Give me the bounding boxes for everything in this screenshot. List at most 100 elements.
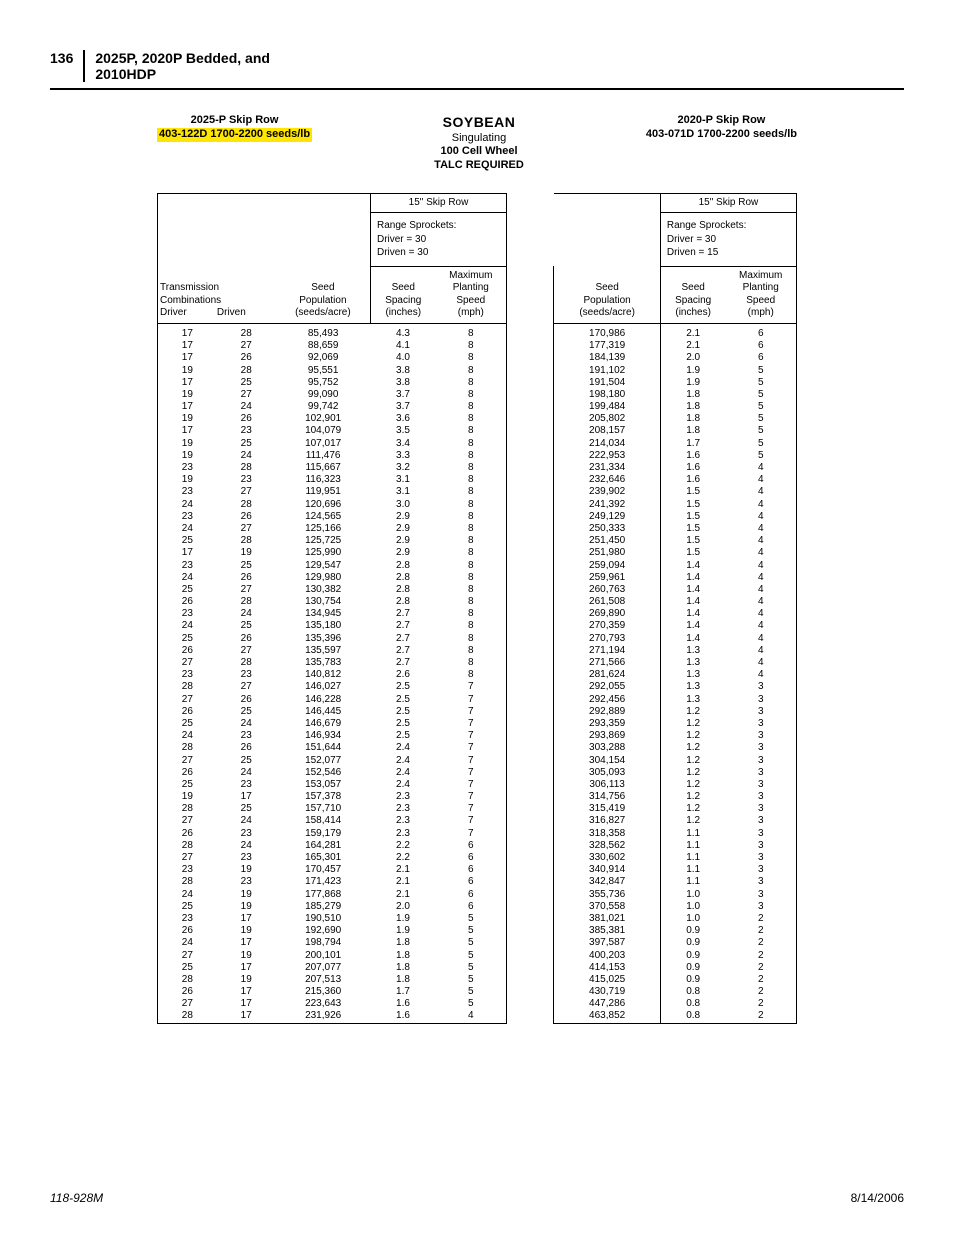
cell-pop-right: 328,562 [554,840,661,852]
cell-driver: 19 [158,791,217,803]
cell-speed-right: 2 [725,950,796,962]
cell-driven: 27 [217,645,276,657]
cell-driven: 26 [217,633,276,645]
cell-spacing-right: 1.1 [660,852,725,864]
cell-driver: 28 [158,1010,217,1023]
cell-driver: 23 [158,511,217,523]
cell-driver: 17 [158,401,217,413]
cell-spacing-right: 1.9 [660,377,725,389]
cell-driven: 25 [217,803,276,815]
cell-speed-left: 8 [436,462,507,474]
cell-speed-right: 6 [725,352,796,364]
cell-spacing-left: 4.0 [370,352,435,364]
cell-driver: 27 [158,815,217,827]
skip-row-left: 15" Skip Row [370,193,506,213]
cell-pop-right: 414,153 [554,962,661,974]
cell-pop-right: 191,102 [554,365,661,377]
cell-spacing-left: 3.0 [370,499,435,511]
cell-pop-left: 215,360 [276,986,371,998]
table-row: 2519185,2792.06370,5581.03 [158,901,797,913]
cell-spacing-right: 1.5 [660,511,725,523]
cell-speed-left: 6 [436,876,507,888]
cell-speed-left: 8 [436,340,507,352]
cell-spacing-left: 1.9 [370,913,435,925]
cell-driven: 28 [217,499,276,511]
cell-pop-left: 146,445 [276,706,371,718]
cell-driven: 19 [217,864,276,876]
cell-speed-left: 8 [436,633,507,645]
cell-spacing-left: 2.8 [370,596,435,608]
cell-speed-left: 8 [436,352,507,364]
cell-pop-right: 222,953 [554,450,661,462]
cell-spacing-right: 1.2 [660,742,725,754]
cell-driven: 27 [217,389,276,401]
page-header: 136 2025P, 2020P Bedded, and 2010HDP [50,50,904,82]
cell-driver: 17 [158,352,217,364]
cell-spacing-right: 1.4 [660,596,725,608]
cell-speed-left: 8 [436,389,507,401]
cell-driver: 17 [158,425,217,437]
cell-driven: 26 [217,572,276,584]
cell-speed-left: 7 [436,803,507,815]
cell-pop-left: 135,180 [276,620,371,632]
cell-speed-left: 5 [436,998,507,1010]
cell-spacing-right: 1.2 [660,755,725,767]
cell-pop-right: 241,392 [554,499,661,511]
cell-driver: 23 [158,913,217,925]
table-row: 1926102,9013.68205,8021.85 [158,413,797,425]
cell-driven: 23 [217,669,276,681]
cell-speed-left: 8 [436,328,507,340]
cell-spacing-right: 1.2 [660,791,725,803]
cell-spacing-left: 2.4 [370,755,435,767]
cell-speed-left: 8 [436,535,507,547]
cell-speed-right: 3 [725,889,796,901]
cell-pop-left: 125,990 [276,547,371,559]
col-seed-spacing-left: Seed Spacing (inches) [370,266,435,323]
table-row: 2824164,2812.26328,5621.13 [158,840,797,852]
cell-driver: 27 [158,950,217,962]
cell-speed-right: 5 [725,365,796,377]
cell-pop-left: 151,644 [276,742,371,754]
cell-speed-left: 5 [436,950,507,962]
cell-speed-left: 8 [436,572,507,584]
cell-driver: 19 [158,389,217,401]
cell-pop-right: 342,847 [554,876,661,888]
cell-pop-left: 129,547 [276,560,371,572]
page-title: 2025P, 2020P Bedded, and 2010HDP [83,50,270,82]
col-seed-pop-right: Seed Population (seeds/acre) [554,266,661,323]
cell-speed-left: 7 [436,779,507,791]
cell-pop-left: 185,279 [276,901,371,913]
cell-pop-left: 135,783 [276,657,371,669]
cell-speed-right: 4 [725,462,796,474]
cell-speed-right: 2 [725,962,796,974]
cell-driven: 27 [217,584,276,596]
cell-speed-left: 5 [436,974,507,986]
table-row: 2628130,7542.88261,5081.44 [158,596,797,608]
cell-spacing-left: 2.2 [370,840,435,852]
cell-pop-left: 207,513 [276,974,371,986]
table-row: 2526135,3962.78270,7931.44 [158,633,797,645]
cell-pop-left: 146,228 [276,694,371,706]
cell-pop-right: 305,093 [554,767,661,779]
cell-spacing-right: 2.1 [660,340,725,352]
cell-speed-left: 7 [436,828,507,840]
cell-speed-left: 8 [436,474,507,486]
cell-speed-left: 8 [436,425,507,437]
cell-pop-right: 205,802 [554,413,661,425]
cell-speed-left: 7 [436,767,507,779]
cell-speed-right: 3 [725,694,796,706]
cell-pop-left: 85,493 [276,328,371,340]
cell-speed-left: 6 [436,864,507,876]
cell-driver: 19 [158,413,217,425]
table-row: 2625146,4452.57292,8891.23 [158,706,797,718]
cell-spacing-right: 1.4 [660,560,725,572]
table-row: 2423146,9342.57293,8691.23 [158,730,797,742]
cell-spacing-right: 0.8 [660,1010,725,1023]
cell-spacing-left: 2.1 [370,876,435,888]
cell-driver: 17 [158,328,217,340]
title-right: 2020-P Skip Row 403-071D 1700-2200 seeds… [646,114,797,173]
cell-driver: 25 [158,901,217,913]
cell-spacing-right: 1.2 [660,803,725,815]
cell-driver: 23 [158,608,217,620]
cell-speed-left: 5 [436,925,507,937]
